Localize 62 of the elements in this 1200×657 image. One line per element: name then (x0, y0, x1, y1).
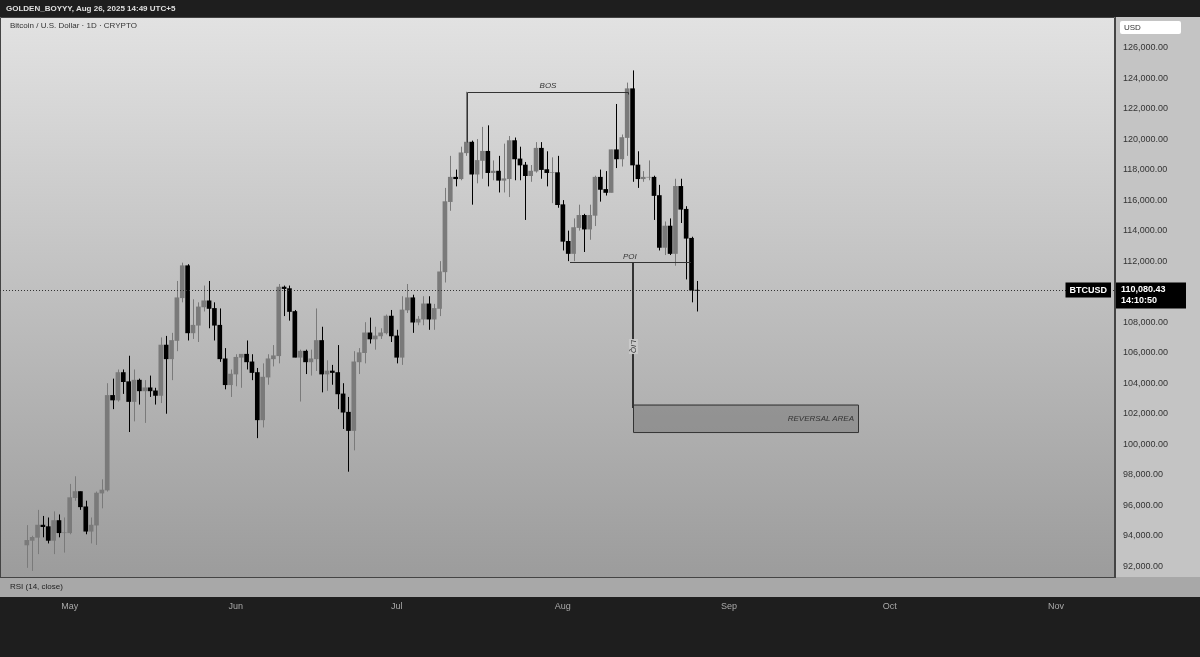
candlestick (662, 220, 668, 256)
candlestick (24, 524, 30, 569)
candlestick (313, 307, 319, 372)
annotation: POI (623, 252, 637, 261)
candlestick (485, 124, 491, 187)
y-tick-label: 106,000.00 (1123, 347, 1169, 358)
candlestick (405, 283, 410, 314)
y-tick-label: 102,000.00 (1123, 408, 1169, 419)
band-label: REVERSAL AREA (787, 413, 854, 423)
candlestick (614, 103, 619, 169)
annotation: LIQ (628, 339, 638, 354)
x-tick-label: Aug (554, 600, 571, 611)
y-tick-label: 92,000.00 (1123, 560, 1164, 571)
candlestick (421, 295, 426, 326)
ref-line-label: BTCUSD (1069, 284, 1108, 295)
candlestick (147, 375, 153, 398)
candlestick (228, 368, 233, 398)
text: Bitcoin / U.S. Dollar · 1D · CRYPTO (10, 21, 137, 30)
candlestick (244, 339, 249, 370)
y-tick-label: 122,000.00 (1123, 103, 1169, 114)
candlestick (523, 161, 528, 221)
y-tick-label: 98,000.00 (1123, 469, 1164, 480)
candlestick (137, 378, 142, 406)
x-tick-label: Sep (721, 600, 738, 611)
candlestick (549, 156, 555, 204)
candlestick (388, 309, 394, 343)
candlestick (496, 155, 501, 193)
y-tick-label: 100,000.00 (1123, 438, 1169, 449)
candlestick (490, 159, 496, 181)
x-tick-label: Nov (1048, 600, 1065, 611)
y-tick-label: 96,000.00 (1123, 499, 1164, 510)
ref-line-label: BOS (539, 80, 558, 90)
y-tick-label: 120,000.00 (1123, 133, 1169, 144)
candlestick (297, 349, 303, 403)
y-tick-label: 124,000.00 (1123, 72, 1169, 83)
candlestick (303, 349, 308, 375)
x-tick-label: Jul (390, 600, 403, 611)
y-tick-label: 108,000.00 (1123, 316, 1169, 327)
text: 110,080.43 (1121, 283, 1166, 294)
candlestick (512, 137, 517, 181)
candlestick (201, 285, 207, 312)
y-tick-label: 114,000.00 (1123, 225, 1168, 236)
candlestick (45, 516, 51, 544)
x-tick-label: Oct (882, 600, 898, 611)
y-axis-title: USD (1120, 21, 1181, 34)
y-tick-label: 118,000.00 (1123, 164, 1168, 175)
y-tick-label: 104,000.00 (1123, 377, 1169, 388)
candlestick (581, 213, 587, 253)
candlestick (142, 379, 148, 424)
candlestick (51, 510, 56, 555)
y-tick-label: 112,000.00 (1123, 255, 1168, 266)
candlestick (110, 378, 115, 410)
text: GOLDEN_BOYYY, Aug 26, 2025 14:49 UTC+5 (6, 4, 176, 13)
candlestick (238, 353, 244, 389)
y-tick-label: 126,000.00 (1123, 42, 1169, 52)
x-tick-label: May (61, 600, 79, 611)
x-tick-label: Jun (228, 600, 244, 611)
candlestick (394, 329, 400, 364)
y-tick-label: 116,000.00 (1123, 194, 1168, 205)
y-tick-label: 94,000.00 (1123, 530, 1164, 541)
text: RSI (14, close) (10, 582, 63, 591)
text: 14:10:50 (1121, 294, 1158, 305)
